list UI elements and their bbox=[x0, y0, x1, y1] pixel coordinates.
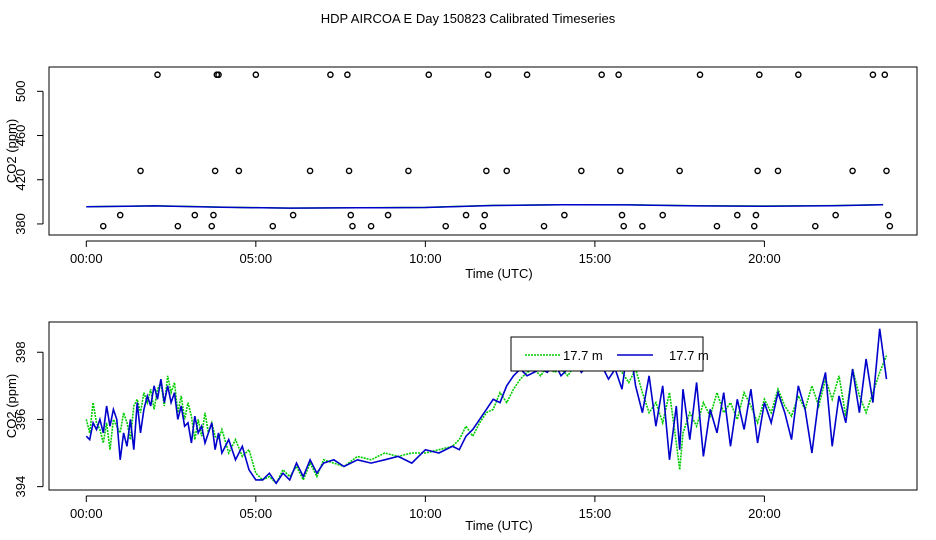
data-point bbox=[99, 222, 107, 230]
data-point bbox=[598, 71, 605, 79]
x-axis-label: Time (UTC) bbox=[465, 518, 532, 533]
data-point bbox=[210, 211, 217, 219]
data-point bbox=[617, 167, 624, 175]
data-point bbox=[215, 71, 222, 79]
data-point bbox=[174, 222, 182, 230]
data-point bbox=[676, 167, 683, 175]
data-point bbox=[620, 222, 628, 230]
y-tick-label: 398 bbox=[13, 341, 28, 363]
y-tick-label: 420 bbox=[13, 169, 28, 191]
data-point bbox=[191, 211, 199, 219]
data-point bbox=[884, 211, 892, 219]
x-axis: 00:00 05:00 10:00 15:00 20:00 bbox=[70, 495, 781, 521]
x-tick-label: 00:00 bbox=[70, 506, 103, 521]
data-point bbox=[484, 71, 492, 79]
data-point bbox=[116, 211, 124, 219]
y-tick-label: 380 bbox=[13, 213, 28, 235]
data-point bbox=[811, 222, 819, 230]
data-point bbox=[462, 211, 470, 219]
data-point bbox=[235, 167, 243, 175]
x-tick-label: 20:00 bbox=[748, 251, 781, 266]
x-axis-label: Time (UTC) bbox=[465, 266, 532, 281]
legend-label: 17.7 m bbox=[669, 348, 709, 363]
chart-title: HDP AIRCOA E Day 150823 Calibrated Times… bbox=[321, 11, 616, 26]
data-point bbox=[347, 211, 355, 219]
data-point bbox=[345, 167, 353, 175]
data-point bbox=[886, 222, 894, 230]
data-point bbox=[289, 211, 297, 219]
data-point bbox=[252, 71, 260, 79]
plot-frame bbox=[48, 66, 918, 236]
series-line-green bbox=[85, 354, 888, 485]
data-point bbox=[211, 167, 219, 175]
x-axis: 00:00 05:00 10:00 15:00 20:00 bbox=[70, 240, 781, 266]
data-point bbox=[349, 222, 356, 230]
data-point bbox=[561, 211, 568, 219]
y-tick-label: 394 bbox=[13, 476, 28, 498]
x-tick-label: 05:00 bbox=[240, 506, 273, 521]
data-point bbox=[869, 71, 877, 79]
data-point bbox=[327, 71, 334, 79]
legend: 17.7 m 17.7 m bbox=[510, 336, 709, 372]
y-tick-label: 460 bbox=[13, 125, 28, 147]
data-point bbox=[639, 222, 646, 230]
series-line-blue bbox=[85, 328, 888, 485]
data-point bbox=[849, 167, 856, 175]
y-axis-label: CO2 (ppm) bbox=[4, 374, 19, 438]
data-point bbox=[344, 71, 351, 79]
y-tick-label: 500 bbox=[13, 80, 28, 102]
data-point bbox=[754, 167, 761, 175]
data-point bbox=[208, 222, 216, 230]
data-point bbox=[832, 211, 839, 219]
legend-label: 17.7 m bbox=[563, 348, 603, 363]
y-axis: 394 396 398 bbox=[13, 341, 44, 498]
data-point bbox=[618, 211, 626, 219]
x-tick-label: 15:00 bbox=[579, 506, 612, 521]
data-point bbox=[384, 211, 392, 219]
scatter-series-all-levels bbox=[99, 71, 894, 230]
x-tick-label: 15:00 bbox=[579, 251, 612, 266]
y-axis-label: CO2 (ppm) bbox=[4, 119, 19, 183]
top-panel-co2-all-levels: 00:00 05:00 10:00 15:00 20:00 Time (UTC) 380 42… bbox=[4, 66, 918, 281]
data-point bbox=[733, 211, 741, 219]
data-point bbox=[795, 71, 802, 79]
data-point bbox=[696, 71, 704, 79]
series-line-2 bbox=[86, 203, 884, 209]
data-point bbox=[883, 167, 890, 175]
data-point bbox=[269, 222, 277, 230]
data-point bbox=[306, 167, 314, 175]
plot-frame bbox=[48, 321, 918, 491]
data-point bbox=[750, 222, 758, 230]
data-point bbox=[659, 211, 667, 219]
data-point bbox=[713, 222, 721, 230]
x-tick-label: 10:00 bbox=[409, 251, 442, 266]
y-axis: 380 420 460 500 bbox=[13, 80, 44, 235]
x-tick-label: 00:00 bbox=[70, 251, 103, 266]
data-point bbox=[774, 167, 782, 175]
data-point bbox=[154, 71, 161, 79]
data-point bbox=[442, 222, 450, 230]
data-point bbox=[503, 167, 511, 175]
data-point bbox=[752, 211, 760, 219]
data-point bbox=[481, 211, 488, 219]
data-point bbox=[479, 222, 487, 230]
data-point bbox=[137, 167, 144, 175]
data-point bbox=[405, 167, 412, 175]
data-point bbox=[540, 222, 548, 230]
data-point bbox=[425, 71, 433, 79]
x-tick-label: 10:00 bbox=[409, 506, 442, 521]
y-tick-label: 396 bbox=[13, 409, 28, 431]
data-point bbox=[483, 167, 490, 175]
data-point bbox=[367, 222, 375, 230]
data-point bbox=[615, 71, 622, 79]
x-tick-label: 05:00 bbox=[240, 251, 273, 266]
data-point bbox=[756, 71, 763, 79]
data-point bbox=[881, 71, 889, 79]
x-tick-label: 20:00 bbox=[748, 506, 781, 521]
data-point bbox=[578, 167, 585, 175]
data-point bbox=[523, 71, 531, 79]
legend-box bbox=[510, 336, 704, 372]
